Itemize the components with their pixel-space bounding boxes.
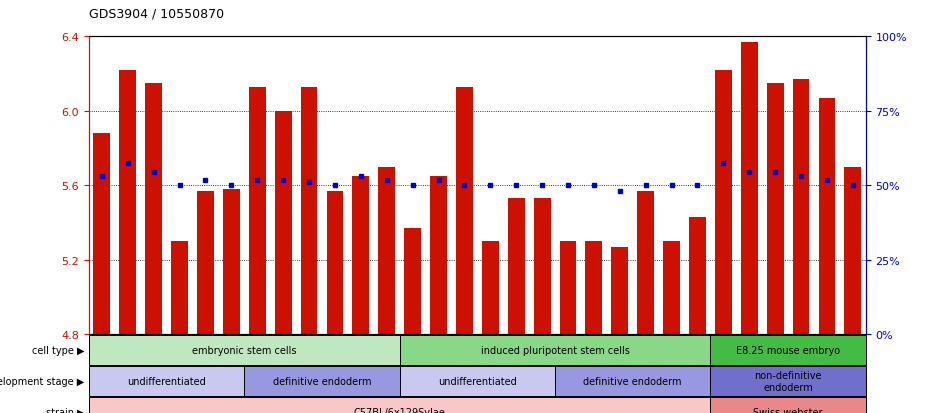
Text: E8.25 mouse embryo: E8.25 mouse embryo <box>736 345 841 355</box>
Bar <box>689 218 706 335</box>
Bar <box>819 99 835 335</box>
Bar <box>145 83 162 335</box>
Bar <box>560 242 577 335</box>
Text: development stage ▶: development stage ▶ <box>0 376 84 386</box>
Bar <box>710 366 866 396</box>
Bar <box>534 199 550 335</box>
Bar <box>482 242 499 335</box>
Text: cell type ▶: cell type ▶ <box>32 345 84 355</box>
Bar <box>94 134 110 335</box>
Bar <box>327 192 344 335</box>
Text: embryonic stem cells: embryonic stem cells <box>192 345 297 355</box>
Text: undifferentiated: undifferentiated <box>438 376 517 386</box>
Bar <box>353 177 369 335</box>
Text: definitive endoderm: definitive endoderm <box>583 376 682 386</box>
Text: strain ▶: strain ▶ <box>46 407 84 413</box>
Text: GDS3904 / 10550870: GDS3904 / 10550870 <box>89 8 224 21</box>
Bar <box>249 88 266 335</box>
Bar <box>378 167 395 335</box>
Text: definitive endoderm: definitive endoderm <box>272 376 372 386</box>
Bar <box>637 192 654 335</box>
Bar <box>244 366 400 396</box>
Bar <box>400 335 710 365</box>
Bar <box>710 397 866 413</box>
Bar <box>400 366 555 396</box>
Text: undifferentiated: undifferentiated <box>127 376 206 386</box>
Bar <box>456 88 473 335</box>
Bar <box>586 242 602 335</box>
Bar <box>767 83 783 335</box>
Bar <box>710 335 866 365</box>
Text: C57BL/6x129SvJae: C57BL/6x129SvJae <box>354 407 446 413</box>
Bar <box>171 242 188 335</box>
Bar <box>844 167 861 335</box>
Bar <box>611 247 628 335</box>
Text: induced pluripotent stem cells: induced pluripotent stem cells <box>480 345 630 355</box>
Bar <box>793 80 810 335</box>
Bar <box>404 229 421 335</box>
Bar <box>508 199 524 335</box>
Bar <box>715 71 732 335</box>
Bar <box>300 88 317 335</box>
Bar <box>741 43 757 335</box>
Bar <box>89 366 244 396</box>
Text: Swiss webster: Swiss webster <box>753 407 823 413</box>
Bar <box>197 192 213 335</box>
Bar <box>89 335 400 365</box>
Bar <box>555 366 710 396</box>
Bar <box>223 190 240 335</box>
Bar <box>431 177 446 335</box>
Bar <box>89 397 710 413</box>
Bar <box>275 112 291 335</box>
Text: non-definitive
endoderm: non-definitive endoderm <box>754 370 822 392</box>
Bar <box>120 71 136 335</box>
Bar <box>664 242 680 335</box>
